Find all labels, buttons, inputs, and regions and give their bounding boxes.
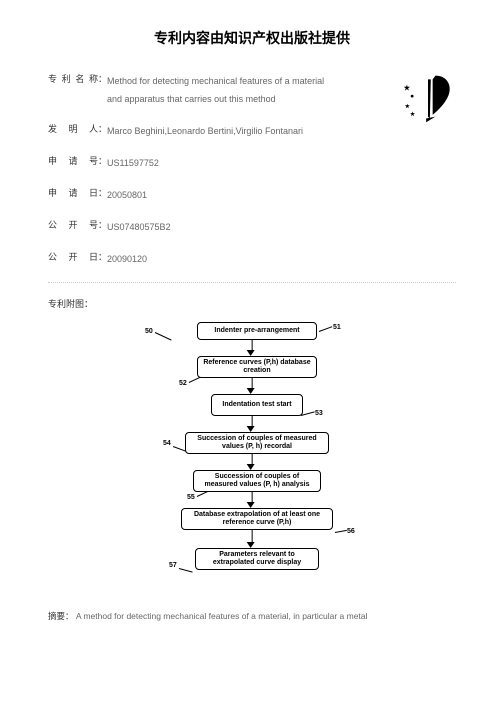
meta-value: US07480575B2 <box>107 218 327 236</box>
meta-label: 公开日 <box>48 250 98 268</box>
ip-logo-icon <box>400 70 456 126</box>
attachment-label: 专利附图： <box>48 297 456 310</box>
meta-appdate: 申请日 ： 20050801 <box>48 186 456 204</box>
abstract-label: 摘要： <box>48 611 74 621</box>
abstract: 摘要： A method for detecting mechanical fe… <box>48 610 456 623</box>
flow-box-6: Database extrapolation of at least one r… <box>181 508 333 530</box>
flow-box-4: Succession of couples of measured values… <box>185 432 329 454</box>
meta-label: 专利名称 <box>48 72 98 108</box>
flow-label-52: 52 <box>179 380 187 387</box>
flow-box-3: Indentation test start <box>211 394 303 416</box>
meta-inventor: 发明人 ： Marco Beghini,Leonardo Bertini,Vir… <box>48 122 456 140</box>
flow-box-7: Parameters relevant to extrapolated curv… <box>195 548 319 570</box>
meta-value: 20090120 <box>107 250 327 268</box>
flow-box-2: Reference curves (P,h) database creation <box>197 356 317 378</box>
flow-label-54: 54 <box>163 440 171 447</box>
meta-label: 公开号 <box>48 218 98 236</box>
meta-value: 20050801 <box>107 186 327 204</box>
meta-patent-name: 专利名称 ： Method for detecting mechanical f… <box>48 72 456 108</box>
flow-label-55: 55 <box>187 494 195 501</box>
flow-label-57: 57 <box>169 562 177 569</box>
meta-label: 发明人 <box>48 122 98 140</box>
flow-label-56: 56 <box>347 528 355 535</box>
meta-value: Marco Beghini,Leonardo Bertini,Virgilio … <box>107 122 327 140</box>
meta-value: Method for detecting mechanical features… <box>107 72 327 108</box>
flow-box-1: Indenter pre-arrangement <box>197 322 317 340</box>
flow-label-53: 53 <box>315 410 323 417</box>
page-title: 专利内容由知识产权出版社提供 <box>48 28 456 48</box>
flow-label-50: 50 <box>145 328 153 335</box>
meta-pubdate: 公开日 ： 20090120 <box>48 250 456 268</box>
meta-value: US11597752 <box>107 154 327 172</box>
flow-box-5: Succession of couples of measured values… <box>193 470 321 492</box>
meta-appno: 申请号 ： US11597752 <box>48 154 456 172</box>
meta-label: 申请日 <box>48 186 98 204</box>
flow-label-51: 51 <box>333 324 341 331</box>
meta-label: 申请号 <box>48 154 98 172</box>
meta-pubno: 公开号 ： US07480575B2 <box>48 218 456 236</box>
abstract-text: A method for detecting mechanical featur… <box>76 611 368 621</box>
flowchart: 50 51 52 53 54 55 56 57 Indenter pre-arr… <box>97 318 407 596</box>
divider <box>48 282 456 283</box>
